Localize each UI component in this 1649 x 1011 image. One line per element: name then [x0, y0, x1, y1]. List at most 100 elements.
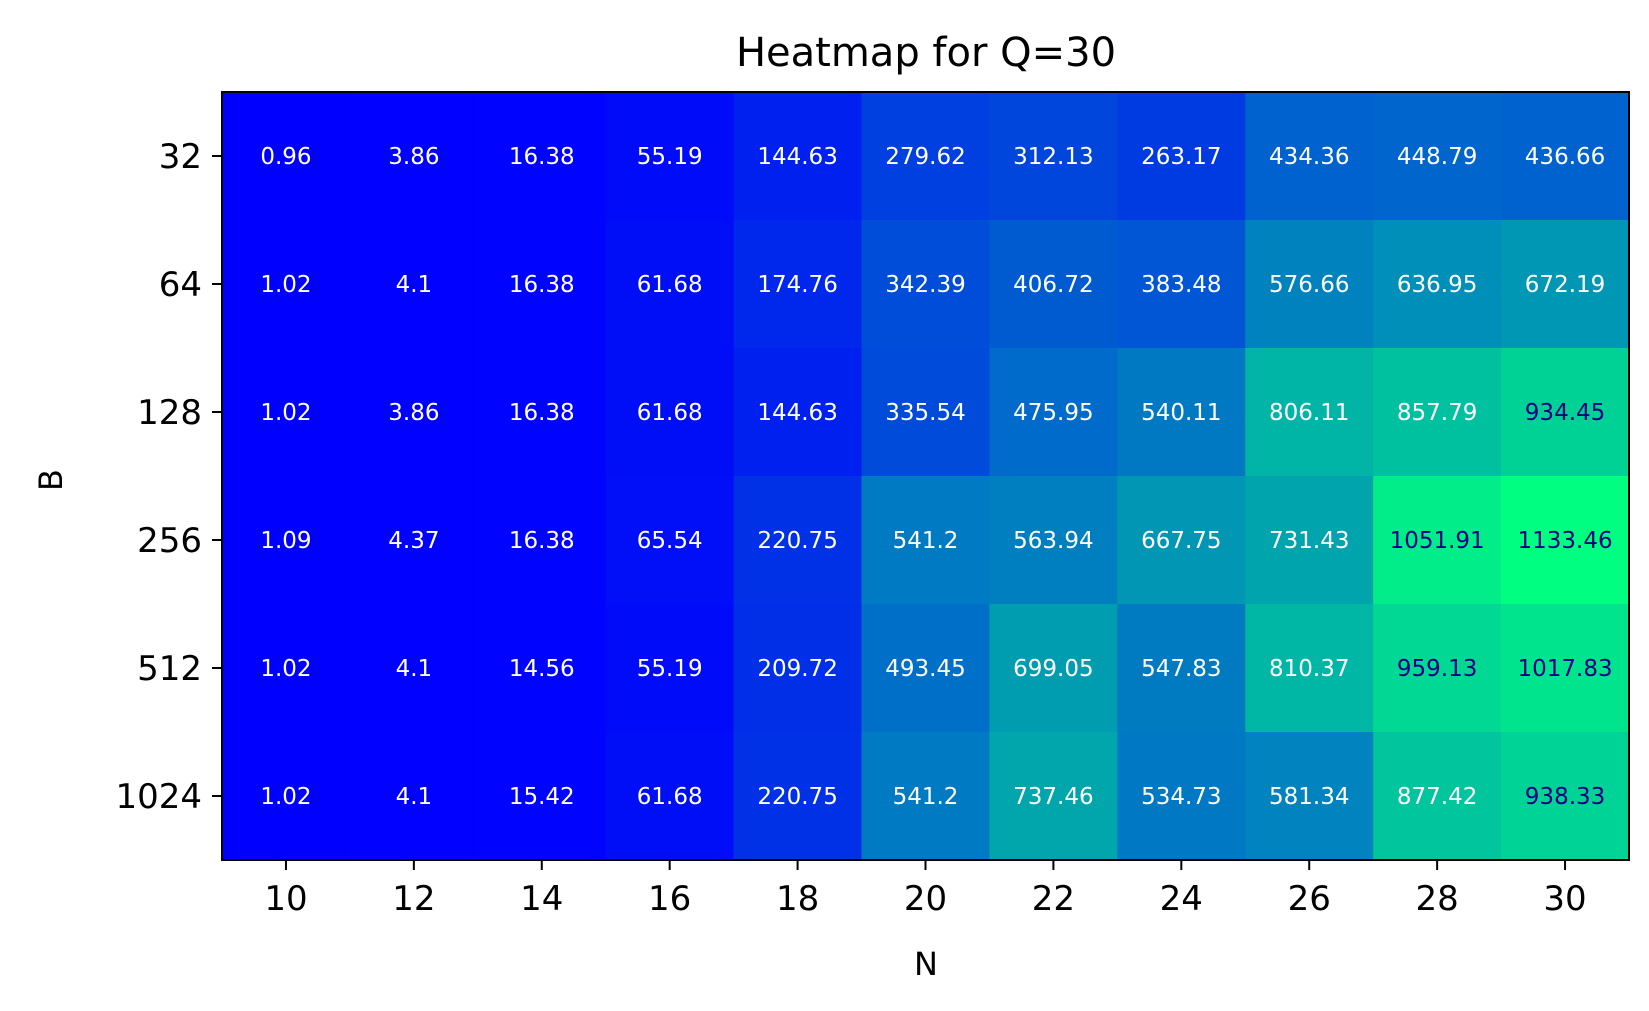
cell-value-label: 61.68: [637, 784, 703, 810]
cell-value-label: 15.42: [509, 784, 575, 810]
heatmap-cell-128-22: [989, 348, 1118, 477]
heatmap-cell-64-20: [861, 220, 990, 349]
cell-value-label: 55.19: [637, 144, 703, 170]
cell-value-label: 335.54: [885, 400, 965, 426]
cell-value-label: 534.73: [1141, 784, 1221, 810]
heatmap-cell-1024-16: [605, 732, 735, 861]
heatmap-cell-512-28: [1373, 604, 1502, 733]
cell-value-label: 0.96: [260, 144, 311, 170]
y-tick-label: 32: [159, 137, 202, 177]
heatmap-cell-1024-30: [1501, 732, 1630, 861]
cell-value-label: 1.02: [260, 400, 311, 426]
heatmap-cell-32-18: [733, 92, 863, 221]
cell-value-label: 475.95: [1013, 400, 1093, 426]
heatmap-cell-256-28: [1373, 476, 1502, 605]
x-tick-label: 24: [1160, 879, 1203, 919]
heatmap-cell-512-26: [1245, 604, 1374, 733]
cell-value-label: 541.2: [893, 784, 959, 810]
cell-value-label: 581.34: [1269, 784, 1349, 810]
cell-value-label: 938.33: [1525, 784, 1605, 810]
cell-value-label: 406.72: [1013, 272, 1093, 298]
cell-value-label: 493.45: [885, 656, 965, 682]
heatmap-cell-128-20: [861, 348, 990, 477]
heatmap-cell-32-10: [222, 92, 351, 221]
cell-value-label: 667.75: [1141, 528, 1221, 554]
cell-value-label: 61.68: [637, 272, 703, 298]
heatmap-cell-256-20: [861, 476, 990, 605]
heatmap-cell-512-24: [1117, 604, 1246, 733]
heatmap-cell-32-30: [1501, 92, 1630, 221]
x-tick-label: 20: [904, 879, 947, 919]
y-tick-label: 128: [137, 393, 202, 433]
x-tick-label: 30: [1543, 879, 1586, 919]
heatmap-cell-1024-22: [989, 732, 1118, 861]
cell-value-label: 806.11: [1269, 400, 1349, 426]
cell-value-label: 174.76: [757, 272, 837, 298]
heatmap-cell-128-10: [222, 348, 351, 477]
heatmap-cell-512-20: [861, 604, 990, 733]
x-axis-label: N: [914, 945, 938, 983]
cell-value-label: 4.1: [396, 272, 433, 298]
heatmap-cell-128-12: [349, 348, 479, 477]
cell-value-label: 16.38: [509, 528, 575, 554]
cell-value-label: 737.46: [1013, 784, 1093, 810]
heatmap-cell-64-14: [477, 220, 607, 349]
cell-value-label: 672.19: [1525, 272, 1605, 298]
heatmap-cell-128-28: [1373, 348, 1502, 477]
cell-value-label: 4.37: [388, 528, 439, 554]
heatmap-cell-64-26: [1245, 220, 1374, 349]
cell-value-label: 1.09: [260, 528, 311, 554]
heatmap-cell-512-22: [989, 604, 1118, 733]
cell-value-label: 731.43: [1269, 528, 1349, 554]
heatmap-cell-128-16: [605, 348, 735, 477]
heatmap-cell-1024-28: [1373, 732, 1502, 861]
cell-value-label: 220.75: [757, 528, 837, 554]
heatmap-cell-512-14: [477, 604, 607, 733]
heatmap-cell-1024-12: [349, 732, 479, 861]
cell-value-label: 1133.46: [1517, 528, 1612, 554]
heatmap-cell-256-30: [1501, 476, 1630, 605]
cell-value-label: 4.1: [396, 784, 433, 810]
heatmap-cell-256-12: [349, 476, 479, 605]
heatmap-cell-64-22: [989, 220, 1118, 349]
heatmap-cell-labels: 0.96 3.86 16.38 55.19 144.63 279.62 312.13 263.…: [260, 144, 1612, 810]
heatmap-cell-128-18: [733, 348, 863, 477]
heatmap-cell-32-24: [1117, 92, 1246, 221]
heatmap-cell-32-16: [605, 92, 735, 221]
heatmap-cell-64-16: [605, 220, 735, 349]
x-tick-label: 14: [520, 879, 563, 919]
cell-value-label: 1051.91: [1390, 528, 1485, 554]
cell-value-label: 1017.83: [1517, 656, 1612, 682]
x-axis: 10 12 14 16 18 20 22 24 26 28 30: [264, 860, 1587, 919]
cell-value-label: 1.02: [260, 272, 311, 298]
heatmap-cell-1024-14: [477, 732, 607, 861]
cell-value-label: 547.83: [1141, 656, 1221, 682]
x-tick-label: 16: [648, 879, 691, 919]
cell-value-label: 342.39: [885, 272, 965, 298]
heatmap-cell-256-18: [733, 476, 863, 605]
cell-value-label: 4.1: [396, 656, 433, 682]
heatmap-cell-64-12: [349, 220, 479, 349]
cell-value-label: 16.38: [509, 272, 575, 298]
cell-value-label: 14.56: [509, 656, 575, 682]
cell-value-label: 699.05: [1013, 656, 1093, 682]
y-tick-label: 256: [137, 521, 202, 561]
cell-value-label: 541.2: [893, 528, 959, 554]
heatmap-cell-64-18: [733, 220, 863, 349]
cell-value-label: 1.02: [260, 784, 311, 810]
heatmap-cell-1024-18: [733, 732, 863, 861]
cell-value-label: 436.66: [1525, 144, 1605, 170]
cell-value-label: 3.86: [388, 400, 439, 426]
x-tick-label: 18: [776, 879, 819, 919]
heatmap-cell-1024-10: [222, 732, 351, 861]
heatmap-cell-128-14: [477, 348, 607, 477]
heatmap-cell-32-28: [1373, 92, 1502, 221]
cell-value-label: 55.19: [637, 656, 703, 682]
x-tick-label: 28: [1416, 879, 1459, 919]
cell-value-label: 3.86: [388, 144, 439, 170]
cell-value-label: 448.79: [1397, 144, 1477, 170]
y-axis: 32 64 128 256 512 1024: [115, 137, 222, 817]
heatmap-cell-32-14: [477, 92, 607, 221]
